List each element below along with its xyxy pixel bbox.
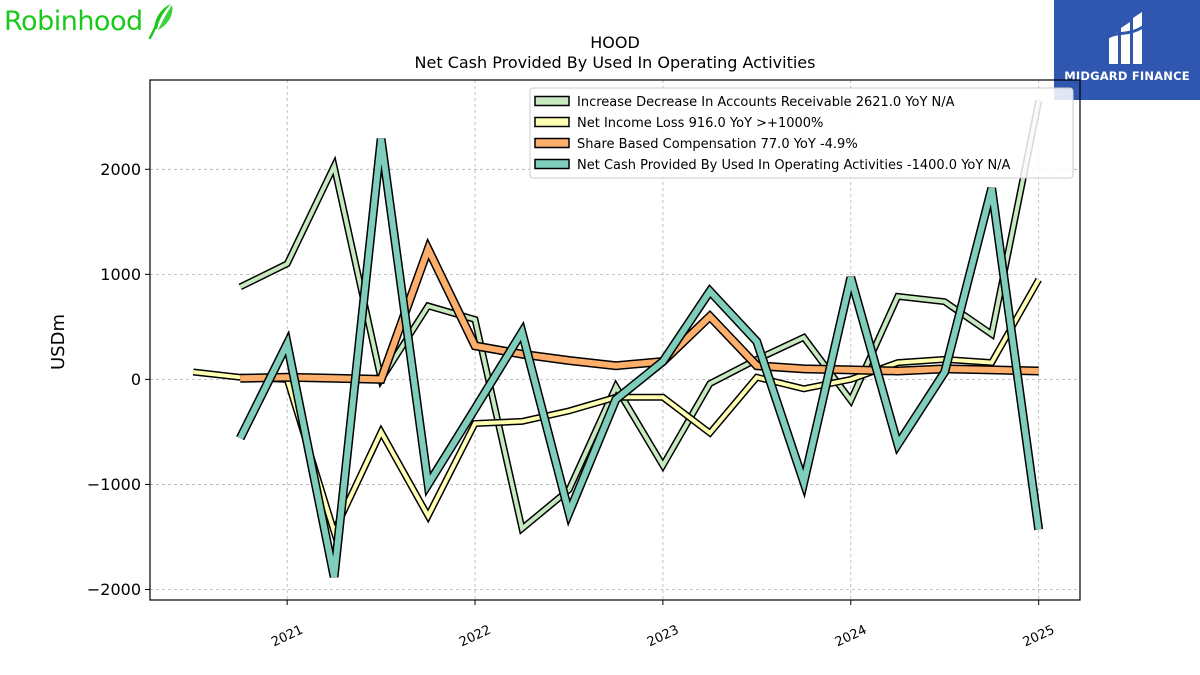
chart-title: HOOD [590,33,640,52]
legend-label: Increase Decrease In Accounts Receivable… [577,95,955,110]
legend-label: Net Income Loss 916.0 YoY >+1000% [577,116,823,131]
series-line-net-cash-provided-by-used-in-operating-activities [237,138,1042,578]
legend-swatch [534,158,570,170]
x-tick-label: 2025 [1021,623,1057,651]
robinhood-logo: Robinhood [4,2,177,40]
legend-swatch [534,116,570,128]
midgard-finance-logo: MIDGARD FINANCE [1054,0,1200,100]
y-tick-label: 2000 [100,160,141,179]
robinhood-wordmark: Robinhood [4,5,143,37]
legend-swatch [534,95,570,107]
x-tick-label: 2022 [457,623,493,651]
legend-box [529,87,1074,179]
chart-subtitle: Net Cash Provided By Used In Operating A… [415,53,816,72]
midgard-emblem-icon [1106,12,1148,64]
x-tick-label: 2024 [833,623,869,651]
y-axis-label: USDm [48,314,69,370]
legend-label: Net Cash Provided By Used In Operating A… [577,158,1011,173]
legend-swatch [534,137,570,149]
x-tick-label: 2021 [269,623,305,651]
series-layer [192,100,1044,578]
legend: Increase Decrease In Accounts Receivable… [529,87,1074,179]
tick-layer: −2000 −1000 0 1000 2000 2021 2022 2023 2024 2025 [87,160,1057,650]
x-tick-label: 2023 [645,623,681,651]
legend-label: Share Based Compensation 77.0 YoY -4.9% [577,137,858,152]
y-tick-label: 1000 [100,265,141,284]
midgard-wordmark: MIDGARD FINANCE [1064,69,1190,83]
plot-frame [149,79,1081,601]
y-tick-label: −2000 [87,580,141,599]
y-tick-label: −1000 [87,475,141,494]
y-tick-label: 0 [131,370,141,389]
series-line-increase-decrease-in-accounts-receivable [239,100,1041,533]
series-line-share-based-compensation [240,241,1039,383]
feather-icon [148,4,173,40]
